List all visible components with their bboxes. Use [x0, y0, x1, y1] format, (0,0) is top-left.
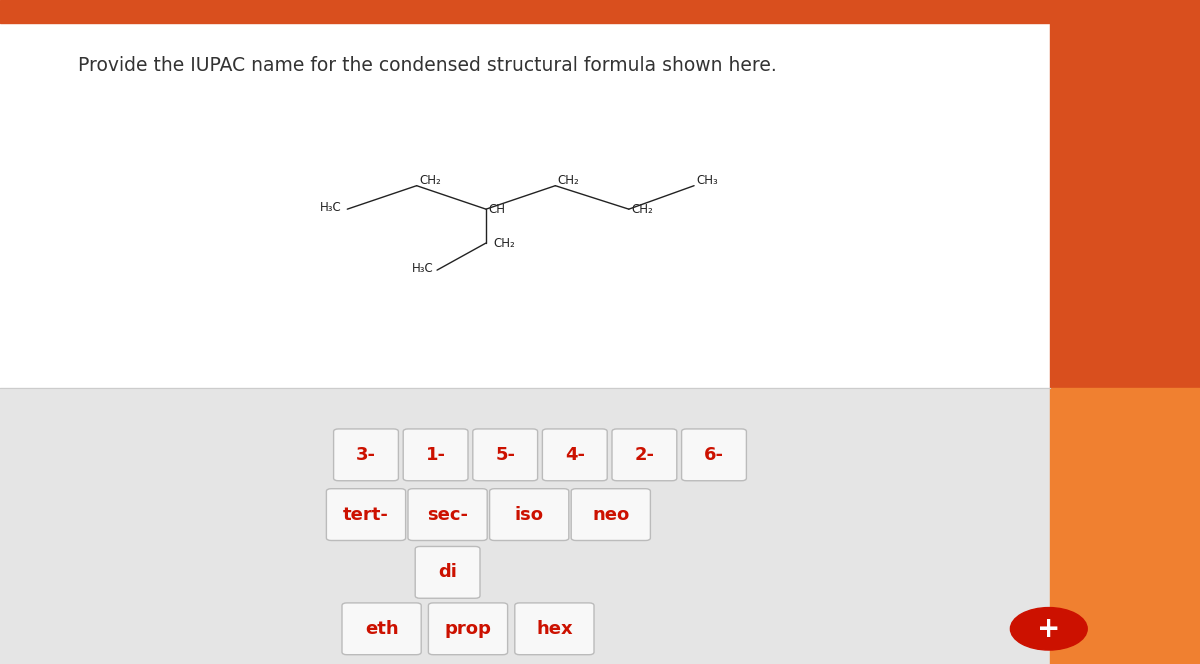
- Bar: [0, 388, 1050, 664]
- Text: di: di: [438, 563, 457, 582]
- Text: CH₃: CH₃: [696, 174, 719, 187]
- Text: 4-: 4-: [565, 446, 584, 464]
- FancyBboxPatch shape: [473, 429, 538, 481]
- Text: eth: eth: [365, 620, 398, 638]
- Text: +: +: [1037, 615, 1061, 643]
- Bar: [1050, 0, 1200, 388]
- FancyBboxPatch shape: [334, 429, 398, 481]
- FancyBboxPatch shape: [428, 603, 508, 655]
- Text: 5-: 5-: [496, 446, 515, 464]
- Text: Provide the IUPAC name for the condensed structural formula shown here.: Provide the IUPAC name for the condensed…: [78, 56, 776, 76]
- Text: CH₂: CH₂: [631, 203, 653, 216]
- Text: iso: iso: [515, 505, 544, 524]
- Text: CH₂: CH₂: [419, 174, 440, 187]
- FancyBboxPatch shape: [408, 489, 487, 540]
- FancyBboxPatch shape: [326, 489, 406, 540]
- Text: tert-: tert-: [343, 505, 389, 524]
- FancyBboxPatch shape: [542, 429, 607, 481]
- Text: 2-: 2-: [635, 446, 654, 464]
- FancyBboxPatch shape: [571, 489, 650, 540]
- FancyBboxPatch shape: [403, 429, 468, 481]
- Text: sec-: sec-: [427, 505, 468, 524]
- FancyBboxPatch shape: [515, 603, 594, 655]
- Text: H₃C: H₃C: [412, 262, 433, 276]
- Text: hex: hex: [536, 620, 572, 638]
- Text: CH₂: CH₂: [558, 174, 580, 187]
- Circle shape: [1010, 608, 1087, 650]
- Text: H₃C: H₃C: [319, 201, 341, 214]
- Text: 1-: 1-: [426, 446, 445, 464]
- FancyBboxPatch shape: [612, 429, 677, 481]
- Bar: [0, 0, 1050, 388]
- Text: prop: prop: [444, 620, 492, 638]
- Text: 6-: 6-: [704, 446, 724, 464]
- Text: neo: neo: [592, 505, 630, 524]
- FancyBboxPatch shape: [682, 429, 746, 481]
- Text: 3-: 3-: [356, 446, 376, 464]
- Text: CH: CH: [488, 203, 505, 216]
- FancyBboxPatch shape: [415, 546, 480, 598]
- FancyBboxPatch shape: [490, 489, 569, 540]
- Text: CH₂: CH₂: [493, 236, 515, 250]
- Bar: [1050, 388, 1200, 664]
- Bar: [0, 0, 1200, 23]
- FancyBboxPatch shape: [342, 603, 421, 655]
